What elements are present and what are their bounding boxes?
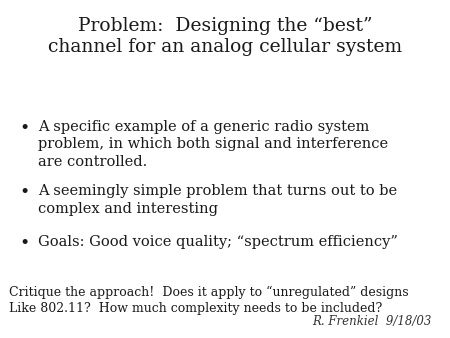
Text: •: • — [20, 184, 30, 201]
Text: A specific example of a generic radio system
problem, in which both signal and i: A specific example of a generic radio sy… — [38, 120, 388, 169]
Text: Critique the approach!  Does it apply to “unregulated” designs
Like 802.11?  How: Critique the approach! Does it apply to … — [9, 286, 409, 315]
Text: Goals: Good voice quality; “spectrum efficiency”: Goals: Good voice quality; “spectrum eff… — [38, 235, 398, 249]
Text: A seemingly simple problem that turns out to be
complex and interesting: A seemingly simple problem that turns ou… — [38, 184, 397, 216]
Text: Problem:  Designing the “best”
channel for an analog cellular system: Problem: Designing the “best” channel fo… — [48, 17, 402, 56]
Text: •: • — [20, 120, 30, 137]
Text: •: • — [20, 235, 30, 252]
Text: R. Frenkiel  9/18/03: R. Frenkiel 9/18/03 — [313, 315, 432, 328]
